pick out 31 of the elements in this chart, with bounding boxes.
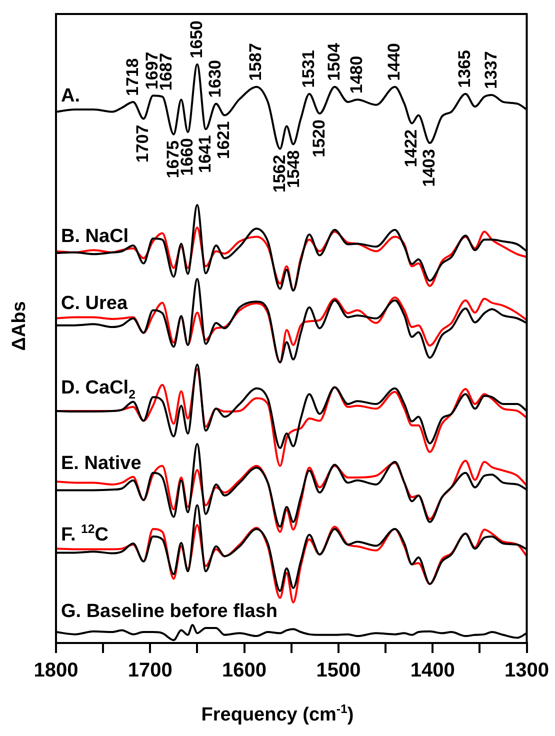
annotation: 1440 [384, 43, 404, 81]
x-tick-label: 1400 [410, 660, 455, 682]
series-label: A. [61, 85, 80, 106]
annotation: 1422 [402, 129, 421, 168]
x-tick-label: 1500 [316, 660, 361, 682]
annotation: 1531 [298, 50, 318, 88]
annotation: 1630 [206, 60, 225, 98]
series-label: E. Native [61, 452, 142, 474]
x-tick-label: 1700 [128, 660, 172, 682]
series-label: B. NaCl [61, 226, 129, 248]
annotation: 1403 [419, 149, 438, 187]
annotation: 1520 [309, 120, 328, 158]
y-axis-title: ΔAbs [9, 300, 31, 353]
annotation: 1650 [186, 20, 206, 58]
annotation: 1718 [122, 58, 142, 96]
annotation: 1707 [133, 124, 152, 163]
x-axis-title: Frequency (cm$^{-1}$) [200, 702, 355, 726]
x-tick-label: 1600 [222, 660, 267, 682]
annotation: 1621 [214, 121, 234, 160]
annotation: 1504 [324, 42, 344, 81]
x-tick-label: 1300 [504, 660, 550, 682]
annotation: 1587 [246, 43, 266, 81]
annotation: 1641 [195, 135, 214, 173]
annotation: 1480 [346, 56, 366, 94]
annotation: 1337 [482, 51, 501, 90]
annotation: 1660 [178, 138, 196, 176]
series-label: G. Baseline before flash [61, 601, 278, 622]
annotation: 1687 [156, 52, 176, 91]
series-label: C. Urea [61, 293, 128, 314]
annotation: 1365 [455, 50, 474, 88]
x-tick-label: 1800 [34, 660, 78, 682]
